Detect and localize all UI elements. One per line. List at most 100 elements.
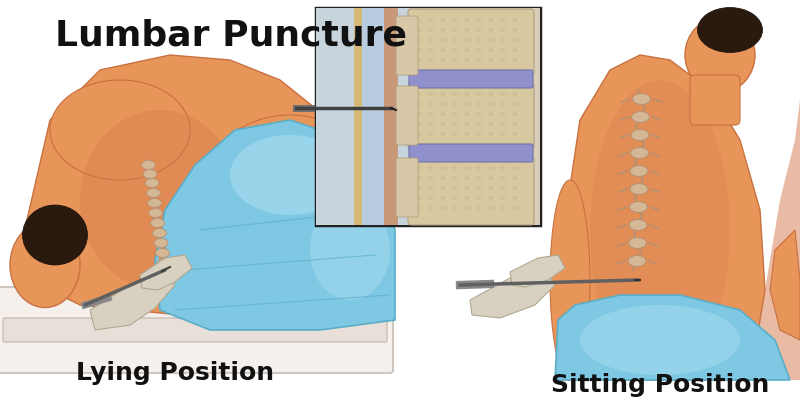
Ellipse shape bbox=[441, 112, 446, 116]
Ellipse shape bbox=[429, 166, 434, 170]
Ellipse shape bbox=[631, 130, 649, 140]
Ellipse shape bbox=[150, 218, 165, 228]
Ellipse shape bbox=[590, 80, 730, 380]
Ellipse shape bbox=[429, 206, 434, 210]
Bar bbox=[316, 8, 540, 225]
Ellipse shape bbox=[465, 38, 470, 42]
Ellipse shape bbox=[513, 176, 518, 180]
Ellipse shape bbox=[453, 18, 458, 22]
Ellipse shape bbox=[477, 48, 482, 52]
Ellipse shape bbox=[477, 122, 482, 126]
Ellipse shape bbox=[513, 186, 518, 190]
Ellipse shape bbox=[417, 176, 422, 180]
Ellipse shape bbox=[628, 256, 646, 266]
Ellipse shape bbox=[489, 38, 494, 42]
Ellipse shape bbox=[142, 160, 155, 170]
Ellipse shape bbox=[477, 38, 482, 42]
Ellipse shape bbox=[465, 132, 470, 136]
Ellipse shape bbox=[147, 198, 162, 208]
Ellipse shape bbox=[453, 196, 458, 200]
Ellipse shape bbox=[513, 206, 518, 210]
Polygon shape bbox=[560, 55, 765, 380]
Ellipse shape bbox=[453, 48, 458, 52]
Ellipse shape bbox=[513, 122, 518, 126]
Ellipse shape bbox=[417, 38, 422, 42]
Ellipse shape bbox=[489, 122, 494, 126]
Ellipse shape bbox=[417, 132, 422, 136]
Ellipse shape bbox=[453, 132, 458, 136]
Ellipse shape bbox=[453, 28, 458, 32]
Ellipse shape bbox=[441, 206, 446, 210]
Ellipse shape bbox=[441, 18, 446, 22]
Ellipse shape bbox=[50, 80, 190, 180]
Ellipse shape bbox=[441, 196, 446, 200]
Ellipse shape bbox=[441, 38, 446, 42]
Bar bbox=[384, 8, 398, 225]
Ellipse shape bbox=[417, 206, 422, 210]
Ellipse shape bbox=[513, 166, 518, 170]
Ellipse shape bbox=[513, 48, 518, 52]
Ellipse shape bbox=[489, 132, 494, 136]
Ellipse shape bbox=[465, 92, 470, 96]
Ellipse shape bbox=[501, 18, 506, 22]
Ellipse shape bbox=[465, 186, 470, 190]
Ellipse shape bbox=[453, 38, 458, 42]
Ellipse shape bbox=[441, 48, 446, 52]
Polygon shape bbox=[140, 255, 192, 290]
Ellipse shape bbox=[465, 48, 470, 52]
Ellipse shape bbox=[429, 58, 434, 62]
Ellipse shape bbox=[429, 28, 434, 32]
Ellipse shape bbox=[513, 196, 518, 200]
Ellipse shape bbox=[501, 48, 506, 52]
Ellipse shape bbox=[477, 112, 482, 116]
Ellipse shape bbox=[489, 176, 494, 180]
Polygon shape bbox=[555, 295, 790, 380]
Ellipse shape bbox=[477, 176, 482, 180]
Polygon shape bbox=[470, 270, 555, 318]
FancyBboxPatch shape bbox=[690, 75, 740, 125]
Text: Lumbar Puncture: Lumbar Puncture bbox=[55, 18, 407, 52]
Ellipse shape bbox=[489, 18, 494, 22]
Ellipse shape bbox=[477, 186, 482, 190]
Ellipse shape bbox=[441, 28, 446, 32]
Ellipse shape bbox=[453, 112, 458, 116]
Ellipse shape bbox=[441, 176, 446, 180]
Ellipse shape bbox=[513, 58, 518, 62]
Ellipse shape bbox=[477, 28, 482, 32]
Ellipse shape bbox=[465, 196, 470, 200]
Ellipse shape bbox=[10, 222, 80, 308]
Ellipse shape bbox=[417, 48, 422, 52]
Ellipse shape bbox=[310, 200, 390, 300]
Ellipse shape bbox=[429, 176, 434, 180]
Ellipse shape bbox=[22, 205, 87, 265]
Ellipse shape bbox=[580, 305, 740, 375]
Ellipse shape bbox=[453, 122, 458, 126]
Ellipse shape bbox=[153, 228, 166, 238]
Ellipse shape bbox=[417, 18, 422, 22]
Ellipse shape bbox=[158, 268, 173, 278]
Ellipse shape bbox=[501, 176, 506, 180]
Ellipse shape bbox=[465, 176, 470, 180]
Ellipse shape bbox=[513, 38, 518, 42]
Polygon shape bbox=[770, 230, 800, 340]
Ellipse shape bbox=[489, 28, 494, 32]
Ellipse shape bbox=[477, 92, 482, 96]
FancyBboxPatch shape bbox=[409, 70, 533, 88]
Ellipse shape bbox=[501, 206, 506, 210]
Ellipse shape bbox=[629, 238, 646, 248]
Ellipse shape bbox=[453, 176, 458, 180]
Polygon shape bbox=[155, 120, 395, 330]
Ellipse shape bbox=[453, 166, 458, 170]
Ellipse shape bbox=[465, 112, 470, 116]
FancyBboxPatch shape bbox=[408, 9, 534, 75]
Ellipse shape bbox=[429, 122, 434, 126]
Ellipse shape bbox=[513, 18, 518, 22]
Ellipse shape bbox=[489, 166, 494, 170]
Ellipse shape bbox=[465, 122, 470, 126]
Ellipse shape bbox=[441, 122, 446, 126]
Ellipse shape bbox=[441, 92, 446, 96]
Ellipse shape bbox=[154, 238, 168, 248]
Ellipse shape bbox=[441, 58, 446, 62]
Ellipse shape bbox=[145, 178, 159, 188]
Bar bbox=[316, 8, 410, 225]
